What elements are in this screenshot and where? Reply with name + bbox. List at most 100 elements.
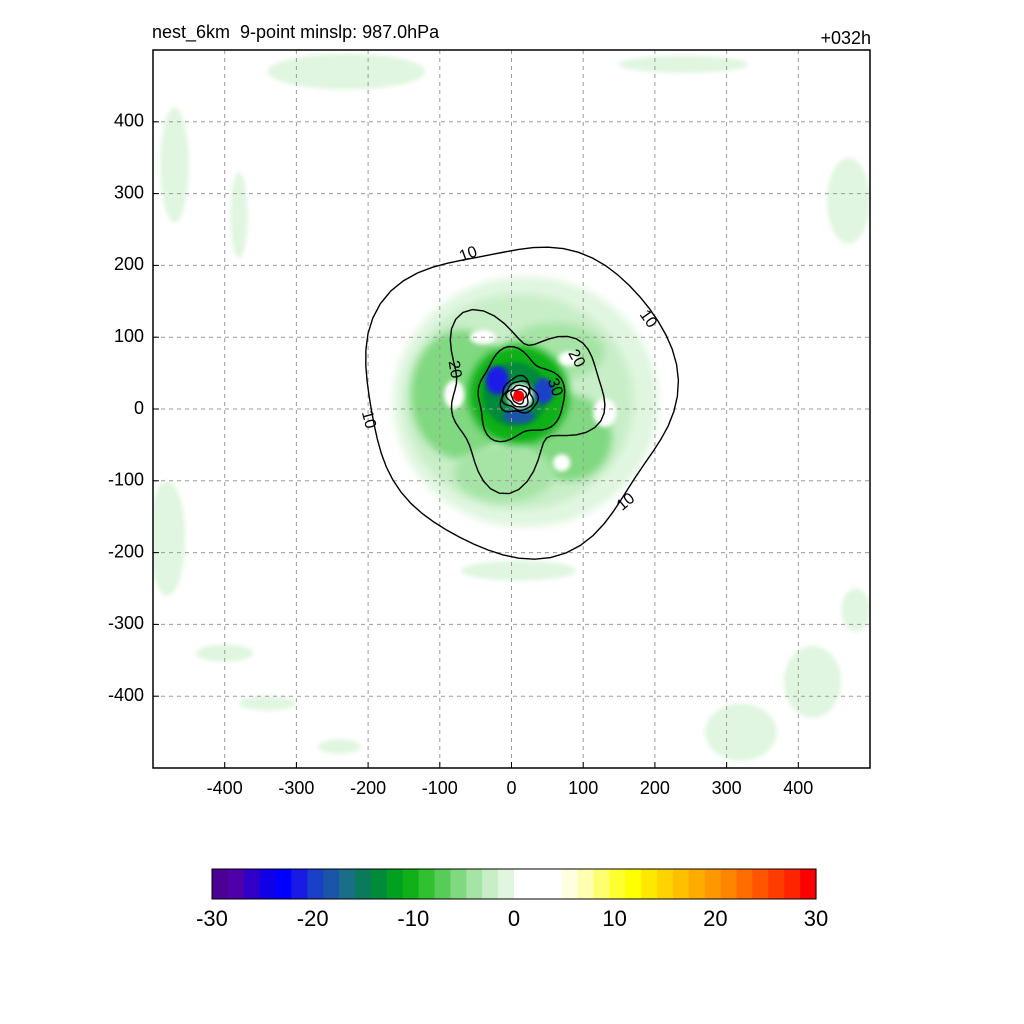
colorbar-swatch (291, 869, 308, 899)
y-tick-label: -100 (108, 470, 144, 490)
colorbar-swatch (672, 869, 690, 899)
contour-line (505, 384, 530, 408)
colorbar-swatch (625, 869, 642, 899)
contour-lines (365, 246, 680, 560)
x-tick-label: 0 (506, 778, 516, 798)
shading-patch (454, 444, 555, 503)
colorbar-swatch (418, 869, 436, 899)
shading-patch (841, 588, 870, 632)
colorbar-swatch (641, 869, 658, 899)
y-tick-label: 200 (114, 254, 144, 274)
colorbar-swatch (323, 869, 340, 899)
contour-line (510, 388, 528, 405)
x-tick-label: -300 (278, 778, 314, 798)
x-tick-label: 400 (783, 778, 813, 798)
colorbar-swatch (657, 869, 674, 899)
y-tick-label: 300 (114, 182, 144, 202)
colorbar-swatch (434, 869, 452, 899)
colorbar-swatch (784, 869, 801, 899)
colorbar-swatch (355, 869, 372, 899)
contour-line (365, 246, 680, 560)
y-tick-label: 0 (134, 398, 144, 418)
center-marker (513, 390, 525, 402)
y-axis: -400 -300 -200 -100 0 100 200 300 400 (108, 111, 159, 705)
colorbar-tick-label: 0 (508, 906, 520, 931)
colorbar-swatch (752, 869, 769, 899)
colorbar-swatch (450, 869, 467, 899)
colorbar-swatch (482, 869, 499, 899)
colorbar-swatch (768, 869, 785, 899)
colorbar-tick-label: 30 (804, 906, 828, 931)
x-tick-label: -100 (422, 778, 458, 798)
forecast-hour-label: +032h (820, 28, 871, 48)
colorbar-swatch (545, 869, 563, 899)
colorbar-swatch (609, 869, 626, 899)
contour-line (501, 380, 535, 412)
contour-line (477, 345, 566, 443)
colorbar-tick-label: -30 (196, 906, 228, 931)
contour-label: 20 (564, 347, 588, 371)
colorbar-swatch (402, 869, 420, 899)
colorbar-swatch (704, 869, 722, 899)
y-tick-label: -400 (108, 685, 144, 705)
contour-label: 10 (358, 409, 379, 431)
shading-patch (160, 107, 189, 223)
colorbar-swatch (800, 869, 817, 899)
contour-label: 20 (444, 359, 464, 380)
y-tick-label: -300 (108, 613, 144, 633)
center-marker-group (513, 390, 525, 402)
colorbar: -30 -20 -10 0 10 20 30 (196, 868, 828, 931)
shading-patch (267, 53, 426, 90)
colorbar-swatch (593, 869, 610, 899)
colorbar-swatch (466, 869, 483, 899)
x-tick-label: -200 (350, 778, 386, 798)
colorbar-swatch (307, 869, 324, 899)
colorbar-swatch (275, 869, 293, 899)
colorbar-swatch (259, 869, 277, 899)
colorbar-swatch (561, 869, 579, 899)
colorbar-tick-label: 10 (602, 906, 626, 931)
shading-patch (153, 480, 186, 596)
shading-patch (461, 560, 577, 581)
colorbar-frame (211, 868, 817, 900)
shading-patch (239, 696, 297, 711)
colorbar-swatch (529, 869, 547, 899)
x-tick-label: 200 (640, 778, 670, 798)
colorbar-swatch (212, 869, 229, 899)
shading-patch (783, 645, 842, 718)
y-tick-label: -200 (108, 541, 144, 561)
colorbar-tick-label: 20 (703, 906, 727, 931)
colorbar-swatch (386, 869, 404, 899)
x-axis: -400 -300 -200 -100 0 100 200 300 400 (207, 762, 813, 798)
x-tick-label: -400 (207, 778, 243, 798)
x-tick-label: 300 (712, 778, 742, 798)
colorbar-swatch (498, 869, 515, 899)
chart-title: nest_6km 9-point minslp: 987.0hPa (152, 22, 440, 42)
colorbar-swatch (577, 869, 595, 899)
shading-patch (230, 172, 248, 259)
colorbar-swatch (688, 869, 706, 899)
shading-patch (558, 351, 579, 366)
colorbar-swatch (514, 869, 531, 899)
colorbar-swatch (339, 869, 356, 899)
colorbar-swatch (720, 869, 738, 899)
colorbar-swatch (736, 869, 754, 899)
colorbar-tick-label: -20 (297, 906, 329, 931)
shading-patch (317, 739, 361, 754)
contour-line (449, 308, 606, 495)
x-tick-label: 100 (568, 778, 598, 798)
colorbar-swatch (243, 869, 261, 899)
y-tick-label: 400 (114, 111, 144, 131)
shading-patch (705, 703, 777, 761)
shading-patch (826, 157, 870, 244)
shading-patch (485, 365, 509, 395)
colorbar-swatch (370, 869, 388, 899)
shading-patch (619, 55, 749, 73)
y-tick-label: 100 (114, 326, 144, 346)
contour-label: 30 (544, 376, 566, 399)
contour-label: 10 (457, 243, 480, 265)
shading-patch (553, 454, 571, 472)
